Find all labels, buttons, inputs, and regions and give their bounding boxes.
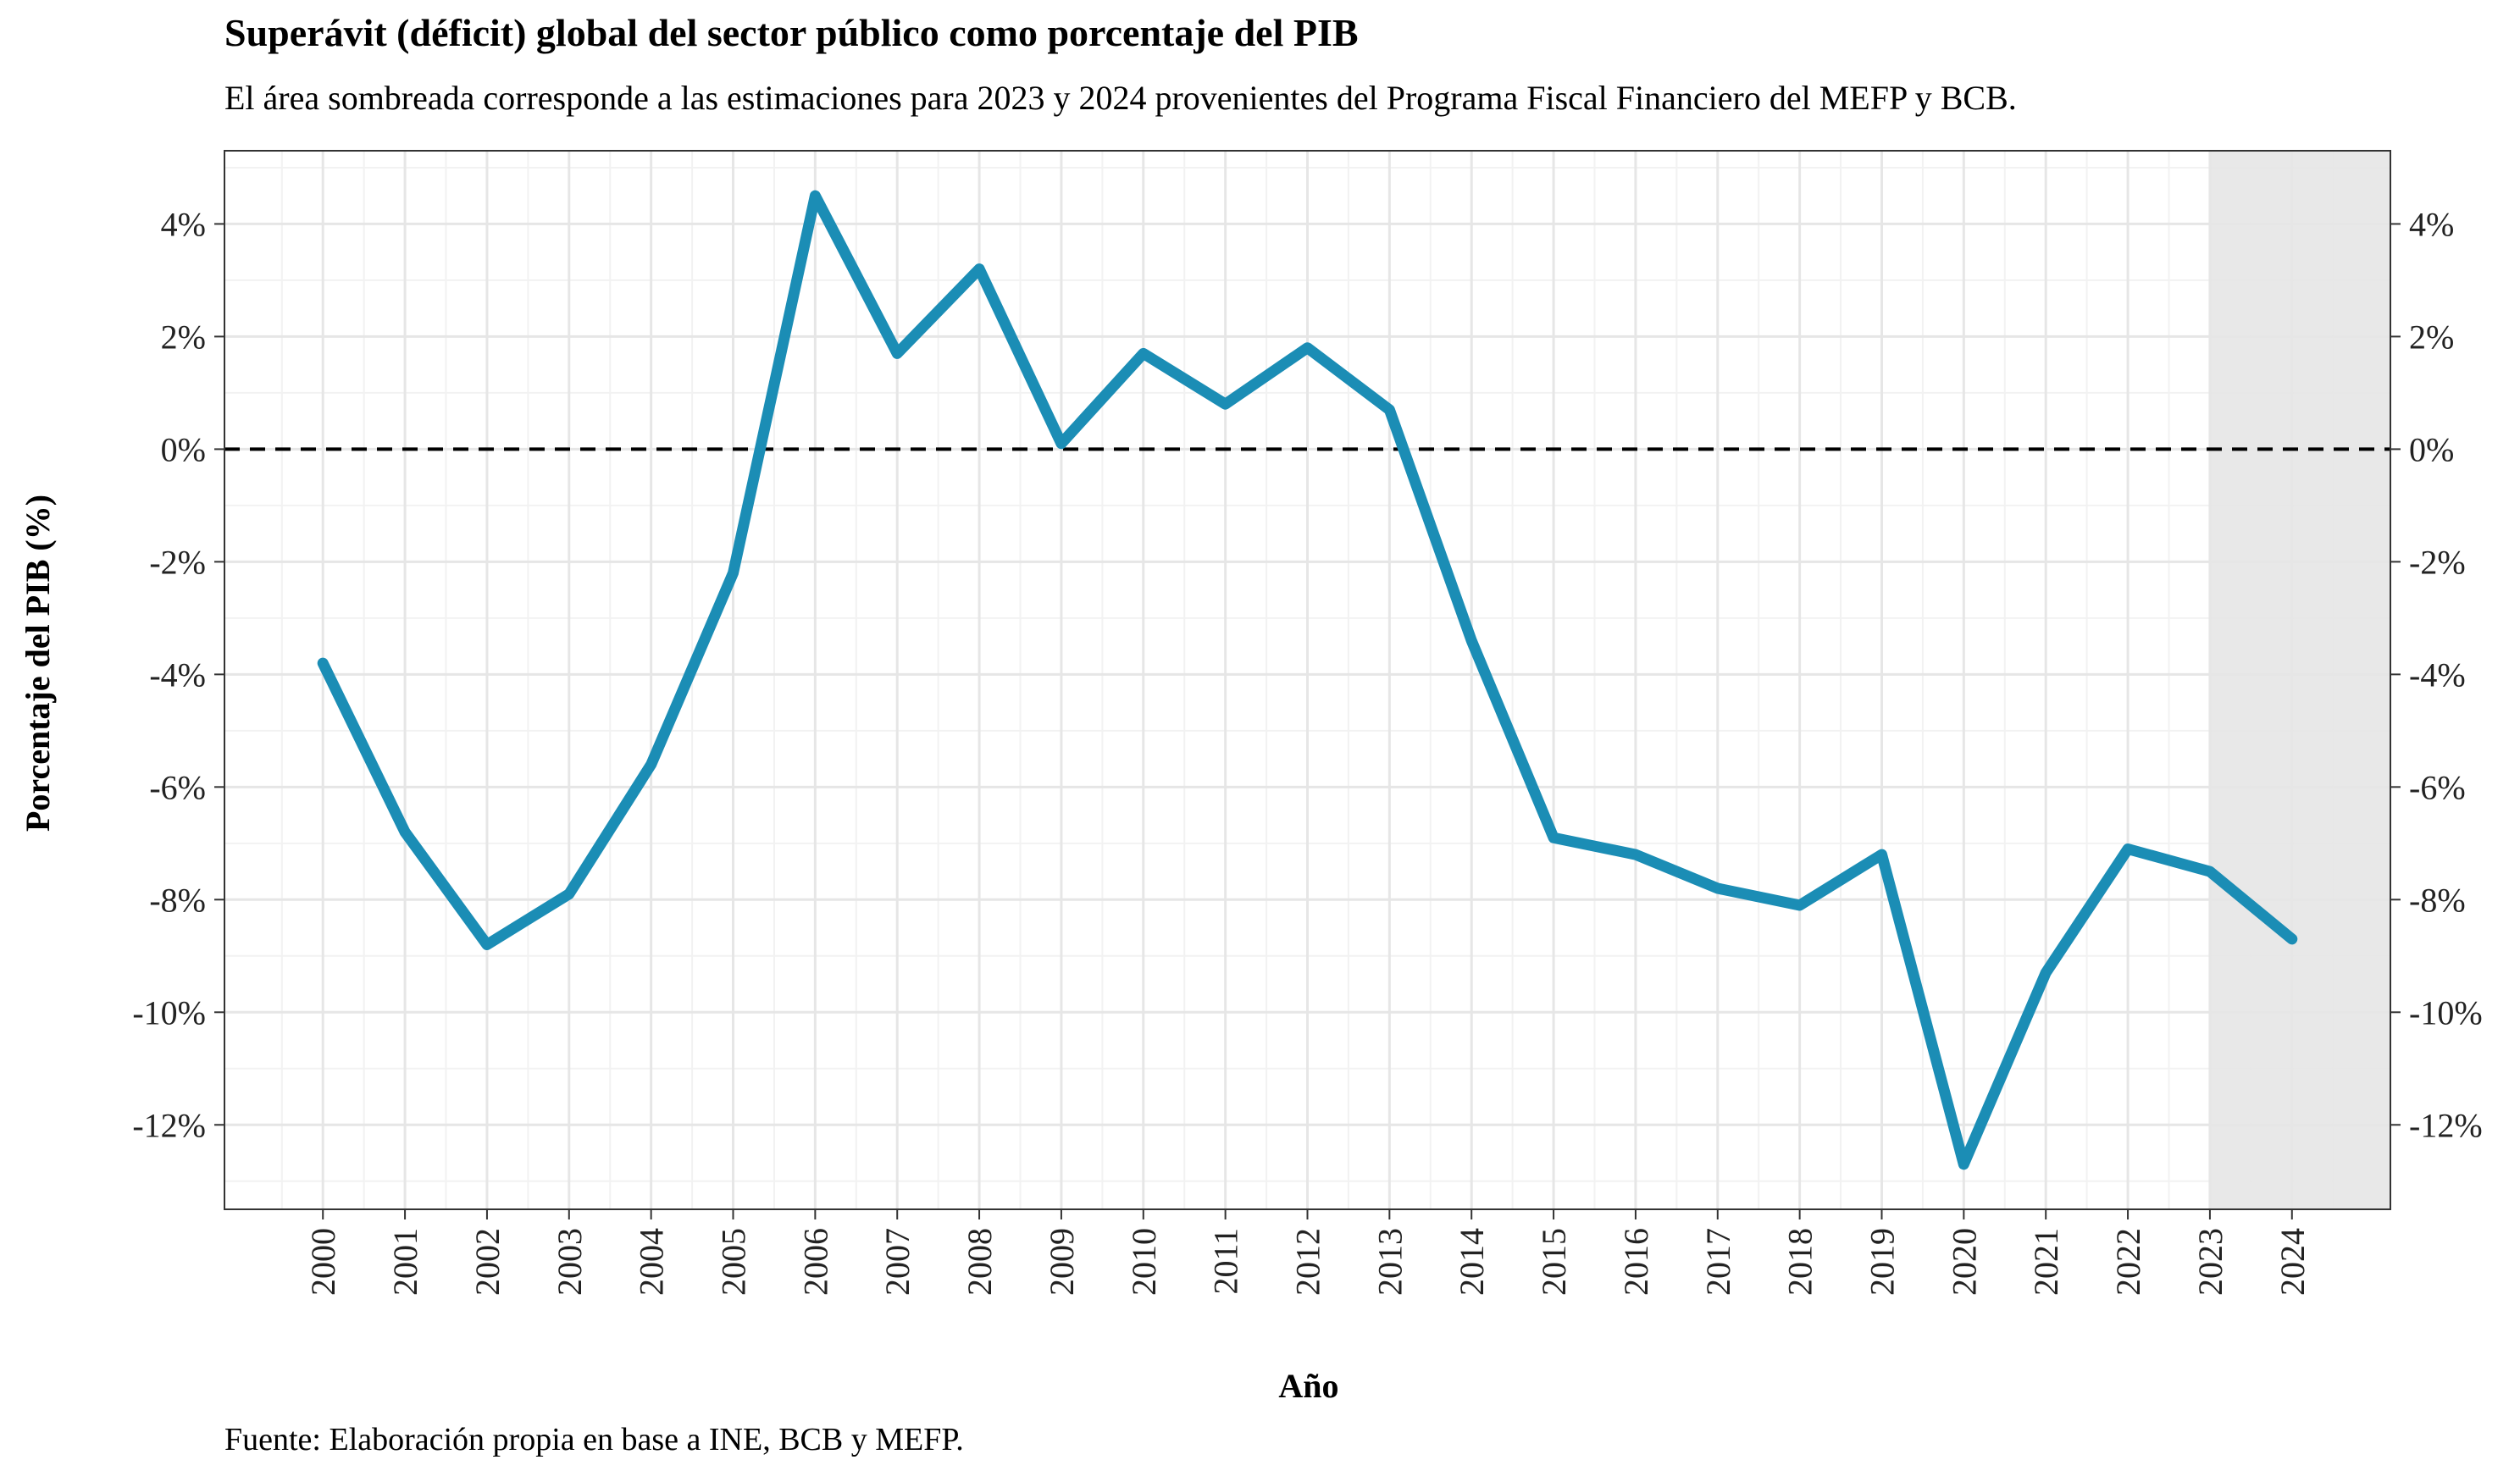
y-tick-label-left: -8% xyxy=(149,881,206,919)
x-tick-label: 2012 xyxy=(1289,1228,1327,1296)
y-tick-label-right: -6% xyxy=(2409,768,2466,806)
y-tick-label-left: 0% xyxy=(161,430,206,468)
x-tick-label: 2007 xyxy=(878,1228,917,1296)
y-tick-label-right: 2% xyxy=(2409,318,2454,356)
x-tick-label: 2002 xyxy=(468,1228,507,1296)
y-tick-label-left: 4% xyxy=(161,205,206,243)
y-tick-label-left: -12% xyxy=(132,1106,206,1144)
x-axis-title: Año xyxy=(1278,1367,1338,1405)
x-tick-label: 2000 xyxy=(304,1228,342,1296)
y-tick-label-right: -12% xyxy=(2409,1106,2483,1144)
y-axis-right: 4% 2% 0% -2% -4% -6% -8% -10% -12% xyxy=(2390,205,2483,1144)
x-tick-label: 2019 xyxy=(1863,1228,1901,1296)
y-tick-label-right: -2% xyxy=(2409,543,2466,581)
estimates-shaded-area xyxy=(2209,151,2390,1209)
y-tick-label-right: -10% xyxy=(2409,993,2483,1031)
y-tick-label-right: -4% xyxy=(2409,655,2466,694)
chart-caption: Fuente: Elaboración propia en base a INE… xyxy=(224,1422,964,1457)
x-tick-label: 2023 xyxy=(2191,1228,2229,1296)
x-tick-label: 2024 xyxy=(2274,1228,2312,1296)
y-axis-title: Porcentaje del PIB (%) xyxy=(19,495,57,832)
x-tick-label: 2016 xyxy=(1617,1228,1655,1296)
x-tick-label: 2009 xyxy=(1043,1228,1081,1296)
x-tick-label: 2003 xyxy=(551,1228,589,1296)
y-tick-label-left: -2% xyxy=(149,543,206,581)
x-tick-label: 2004 xyxy=(633,1228,671,1296)
x-tick-label: 2014 xyxy=(1453,1228,1491,1296)
major-gridlines xyxy=(224,151,2390,1209)
chart-subtitle: El área sombreada corresponde a las esti… xyxy=(224,79,2017,117)
x-tick-label: 2013 xyxy=(1371,1228,1409,1296)
x-tick-label: 2010 xyxy=(1125,1228,1163,1296)
y-tick-label-left: -10% xyxy=(132,993,206,1031)
x-tick-label: 2022 xyxy=(2109,1228,2147,1296)
series-line xyxy=(317,190,2298,1170)
chart-title: Superávit (déficit) global del sector pú… xyxy=(224,11,1359,54)
y-tick-label-right: 0% xyxy=(2409,430,2454,468)
y-tick-label-left: -4% xyxy=(149,655,206,694)
x-tick-label: 2021 xyxy=(2027,1228,2065,1296)
x-tick-label: 2015 xyxy=(1535,1228,1573,1296)
y-tick-label-left: 2% xyxy=(161,318,206,356)
x-tick-label: 2017 xyxy=(1699,1228,1737,1296)
x-tick-label: 2005 xyxy=(715,1228,753,1296)
x-axis: 2000 2001 2002 2003 2004 2005 2006 2007 2008 2009… xyxy=(304,1209,2312,1296)
y-tick-label-right: -8% xyxy=(2409,881,2466,919)
x-tick-label: 2020 xyxy=(1945,1228,1983,1296)
y-tick-label-right: 4% xyxy=(2409,205,2454,243)
y-axis-left: 4% 2% 0% -2% -4% -6% -8% -10% -12% xyxy=(132,205,224,1144)
x-tick-label: 2001 xyxy=(386,1228,424,1296)
x-tick-label: 2006 xyxy=(796,1228,834,1296)
y-tick-label-left: -6% xyxy=(149,768,206,806)
x-tick-label: 2011 xyxy=(1207,1228,1245,1295)
x-tick-label: 2008 xyxy=(961,1228,999,1296)
x-tick-label: 2018 xyxy=(1781,1228,1819,1296)
